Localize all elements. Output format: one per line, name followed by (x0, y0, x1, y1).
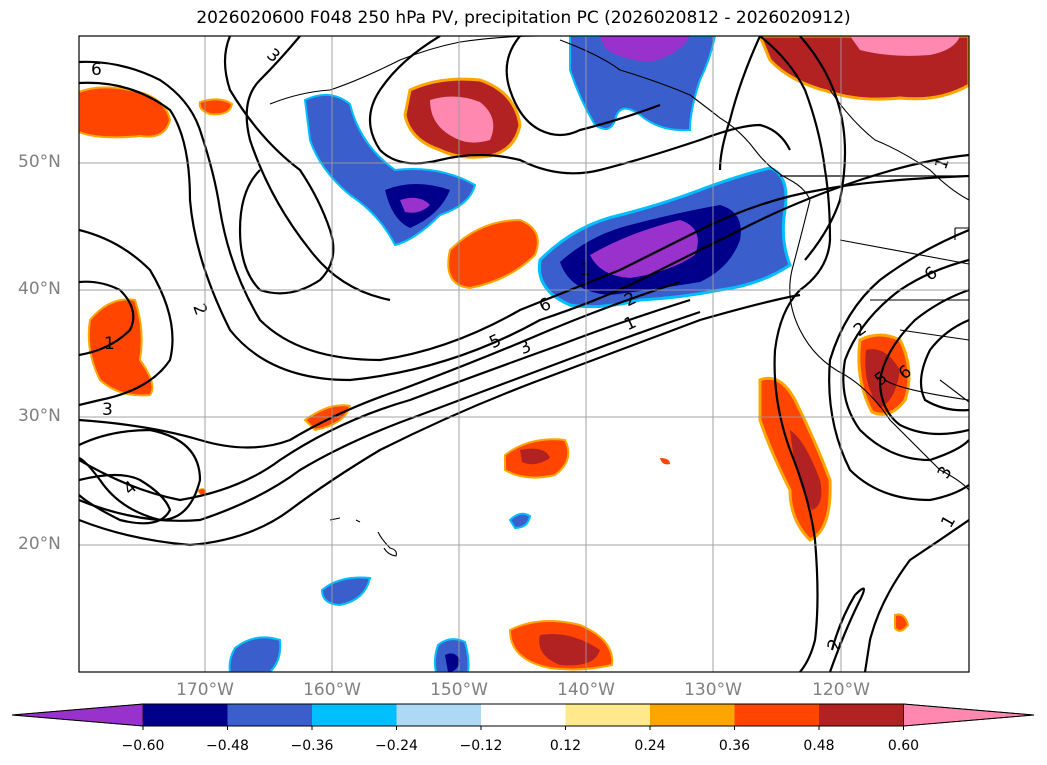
contour-label: 3 (263, 45, 284, 67)
lat-label: 50°N (18, 152, 61, 172)
map-title: 2026020600 F048 250 hPa PV, precipitatio… (196, 8, 851, 28)
lat-label: 40°N (18, 279, 61, 299)
colorbar-tick-label: −0.12 (459, 738, 503, 754)
colorbar-tick-label: 0.48 (803, 738, 835, 754)
contour-label: 2 (188, 301, 210, 318)
precip-positive-areas (79, 36, 969, 671)
colorbar-bin (396, 704, 482, 726)
colorbar-tick-label: −0.36 (290, 738, 334, 754)
gridlines (79, 36, 969, 672)
colorbar-bin (650, 704, 735, 726)
colorbar-bin (143, 704, 228, 726)
colorbar-tick-label: 0.60 (887, 738, 920, 754)
colorbar-tick-label: 0.24 (634, 738, 666, 754)
lon-label: 120°W (812, 680, 870, 700)
contour-label: 1 (104, 334, 115, 354)
colorbar-tick-label: 0.12 (549, 738, 582, 754)
colorbar (11, 703, 1035, 730)
colorbar-extend-low (11, 703, 144, 727)
colorbar-tick-label: 0.36 (718, 738, 751, 754)
lat-label: 20°N (18, 534, 61, 554)
contour-label: 3 (516, 336, 534, 359)
contour-label: 6 (921, 263, 941, 286)
pv-contours (79, 36, 969, 672)
contour-label: 6 (91, 60, 102, 80)
colorbar-bin (312, 704, 397, 726)
contour-label: 3 (934, 463, 957, 482)
lat-label: 30°N (18, 406, 61, 426)
colorbar-tick-label: −0.60 (121, 738, 165, 754)
contour-labels: 6 3 2 1 3 4 6 5 3 1 2 1 2 5 6 3 1 1 2 6 (91, 45, 960, 653)
lon-label: 160°W (303, 680, 361, 700)
coastlines (269, 36, 969, 557)
colorbar-bin (819, 704, 904, 726)
contour-label: 5 (486, 330, 504, 353)
lon-label: 130°W (684, 680, 742, 700)
colorbar-tick-label: −0.24 (375, 738, 418, 754)
colorbar-bin (227, 704, 313, 726)
contour-label: 1 (621, 312, 639, 335)
colorbar-tick-label: −0.48 (206, 738, 249, 754)
precip-negative-areas (228, 36, 792, 672)
lon-label: 170°W (176, 680, 234, 700)
colorbar-bin (734, 704, 820, 726)
colorbar-bin (481, 704, 566, 726)
colorbar-bin (565, 704, 651, 726)
colorbar-extend-high (903, 703, 1035, 727)
contour-label: 3 (102, 400, 113, 420)
map-frame (78, 35, 970, 673)
lon-label: 140°W (557, 680, 615, 700)
contour-label: 1 (580, 260, 591, 280)
lon-label: 150°W (430, 680, 488, 700)
